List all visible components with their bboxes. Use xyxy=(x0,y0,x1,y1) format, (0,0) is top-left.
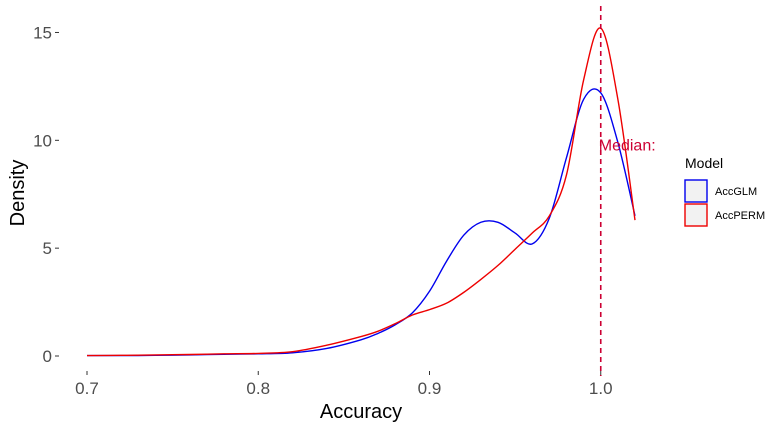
axes: 0.7 0.8 0.9 1.0 0 5 10 15 xyxy=(33,23,612,398)
y-axis-title: Density xyxy=(7,160,29,227)
legend-title: Model xyxy=(685,155,723,171)
x-axis-title: Accuracy xyxy=(320,401,402,423)
x-tick-label: 0.8 xyxy=(246,379,270,398)
legend: Model AccGLM AccPERM xyxy=(684,155,765,227)
median-label: Median: xyxy=(599,138,656,155)
y-tick-label: 0 xyxy=(43,347,52,366)
legend-label-accglm: AccGLM xyxy=(715,186,757,198)
legend-key-accperm xyxy=(684,203,708,227)
x-tick-label: 0.9 xyxy=(418,379,442,398)
x-tick-label: 0.7 xyxy=(75,379,99,398)
y-tick-label: 10 xyxy=(33,131,52,150)
y-tick-label: 15 xyxy=(33,23,52,42)
density-curve-accperm xyxy=(86,27,636,357)
legend-label-accperm: AccPERM xyxy=(715,210,765,222)
annotations: Median: xyxy=(599,6,656,376)
density-curves xyxy=(86,27,636,357)
y-tick-label: 5 xyxy=(43,239,52,258)
legend-key-accglm xyxy=(684,179,708,203)
x-tick-label: 1.0 xyxy=(589,379,613,398)
